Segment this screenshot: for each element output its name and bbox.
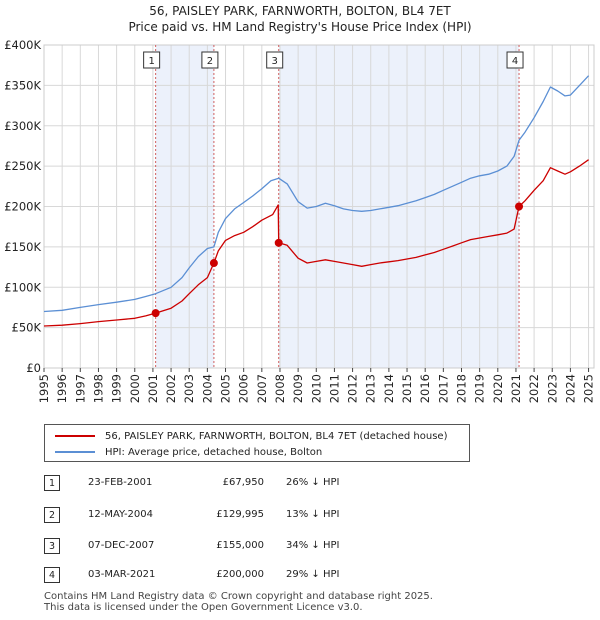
sale-points: [151, 202, 524, 318]
x-tick-label: 2018: [454, 374, 468, 403]
transaction-date: 07-DEC-2007: [88, 540, 155, 551]
y-tick-label: £50K: [12, 321, 42, 335]
x-tick-label: 1996: [55, 374, 69, 403]
sale-label-box: [201, 51, 219, 69]
transaction-date: 03-MAR-2021: [88, 569, 156, 580]
x-tick-label: 2025: [582, 374, 596, 403]
plot-frame: [43, 44, 595, 369]
x-tick-label: 2001: [146, 374, 160, 403]
transaction-hpi: 34% ↓ HPI: [286, 540, 340, 551]
transaction-price: £200,000: [216, 569, 264, 580]
transaction-price: £155,000: [216, 540, 264, 551]
y-tick-label: £250K: [4, 159, 41, 173]
y-tick-label: £350K: [4, 78, 41, 92]
transaction-price: £67,950: [222, 477, 264, 488]
chart-subtitle: Price paid vs. HM Land Registry's House …: [128, 20, 471, 34]
sale-point: [515, 202, 524, 211]
sale-point: [274, 238, 283, 247]
x-tick-label: 2005: [219, 374, 233, 403]
x-tick-label: 1997: [73, 374, 87, 403]
sale-label-text: 1: [148, 56, 154, 67]
y-axis-ticks: £0 £50K £100K £150K £200K £250K £300K £350K £400…: [4, 38, 41, 375]
x-tick-label: 2000: [128, 374, 142, 403]
x-tick-label: 2015: [400, 374, 414, 403]
table-row: 4 03-MAR-2021 £200,000 29% ↓ HPI: [0, 566, 600, 586]
x-tick-label: 2017: [436, 374, 450, 403]
sale-point: [151, 309, 160, 318]
transaction-date: 12-MAY-2004: [88, 509, 154, 520]
sale-label-box: [143, 51, 161, 69]
legend: 56, PAISLEY PARK, FARNWORTH, BOLTON, BL4…: [44, 424, 470, 462]
legend-item-property: 56, PAISLEY PARK, FARNWORTH, BOLTON, BL4…: [55, 428, 447, 444]
transaction-number: 4: [44, 567, 60, 583]
y-tick-label: £150K: [4, 240, 41, 254]
x-tick-label: 2011: [327, 374, 341, 403]
sale-label-text: 2: [207, 56, 213, 67]
x-tick-label: 2013: [364, 374, 378, 403]
y-tick-label: £400K: [4, 38, 41, 52]
sale-label-text: 3: [272, 56, 278, 67]
legend-item-hpi: HPI: Average price, detached house, Bolt…: [55, 444, 322, 460]
x-tick-label: 2006: [237, 374, 251, 403]
x-tick-label: 2012: [346, 374, 360, 403]
table-row: 1 23-FEB-2001 £67,950 26% ↓ HPI: [0, 474, 600, 494]
sale-label: 2: [201, 51, 219, 69]
sale-label: 4: [506, 51, 524, 69]
transaction-hpi: 29% ↓ HPI: [286, 569, 340, 580]
y-tick-label: £200K: [4, 200, 41, 214]
sale-label: 3: [266, 51, 284, 69]
sale-point: [209, 259, 218, 268]
legend-label-hpi: HPI: Average price, detached house, Bolt…: [105, 446, 323, 458]
x-tick-label: 2004: [200, 374, 214, 403]
footer: Contains HM Land Registry data © Crown c…: [44, 591, 433, 613]
y-tick-label: £300K: [4, 119, 41, 133]
chart-title: 56, PAISLEY PARK, FARNWORTH, BOLTON, BL4…: [149, 4, 451, 18]
transaction-number: 2: [44, 507, 60, 523]
series-lines: [43, 75, 590, 327]
x-tick-label: 2022: [527, 374, 541, 403]
transaction-price: £129,995: [216, 509, 264, 520]
x-tick-label: 2002: [164, 374, 178, 403]
footer-copyright: Contains HM Land Registry data © Crown c…: [44, 591, 433, 602]
sale-label-text: 4: [512, 56, 518, 67]
sale-labels: 1 2 3 4: [143, 51, 524, 69]
x-tick-label: 1999: [110, 374, 124, 403]
transaction-hpi: 13% ↓ HPI: [286, 509, 340, 520]
transaction-number: 1: [44, 475, 60, 491]
x-tick-label: 2008: [273, 374, 287, 403]
sale-label: 1: [143, 51, 161, 69]
legend-swatch-property: [55, 435, 95, 437]
sale-label-box: [266, 51, 284, 69]
transaction-number: 3: [44, 538, 60, 554]
x-tick-label: 1995: [37, 374, 51, 403]
x-tick-label: 2010: [309, 374, 323, 403]
x-tick-label: 2021: [509, 374, 523, 403]
property-price-line: [43, 159, 589, 327]
table-row: 2 12-MAY-2004 £129,995 13% ↓ HPI: [0, 506, 600, 526]
sale-label-box: [506, 51, 524, 69]
table-row: 3 07-DEC-2007 £155,000 34% ↓ HPI: [0, 537, 600, 557]
transaction-hpi: 26% ↓ HPI: [286, 477, 340, 488]
y-tick-label: £100K: [4, 280, 41, 294]
x-tick-label: 2007: [255, 374, 269, 403]
hpi-line: [43, 75, 590, 313]
x-tick-label: 2009: [291, 374, 305, 403]
price-chart: 56, PAISLEY PARK, FARNWORTH, BOLTON, BL4…: [4, 4, 596, 403]
gridlines: [43, 44, 595, 369]
footer-licence: This data is licensed under the Open Gov…: [44, 602, 363, 613]
x-tick-label: 2019: [473, 374, 487, 403]
x-tick-label: 2016: [418, 374, 432, 403]
x-tick-label: 1998: [91, 374, 105, 403]
legend-label-property: 56, PAISLEY PARK, FARNWORTH, BOLTON, BL4…: [105, 430, 448, 442]
x-tick-label: 2024: [563, 374, 577, 403]
x-tick-label: 2023: [545, 374, 559, 403]
transaction-date: 23-FEB-2001: [88, 477, 153, 488]
y-tick-label: £0: [26, 361, 41, 375]
x-tick-label: 2014: [382, 374, 396, 403]
legend-swatch-hpi: [55, 451, 95, 453]
x-tick-label: 2003: [182, 374, 196, 403]
x-tick-label: 2020: [491, 374, 505, 403]
x-axis-ticks: 1995 1996 1997 1998 1999 2000 2001 2002 2003 2004…: [37, 368, 596, 403]
